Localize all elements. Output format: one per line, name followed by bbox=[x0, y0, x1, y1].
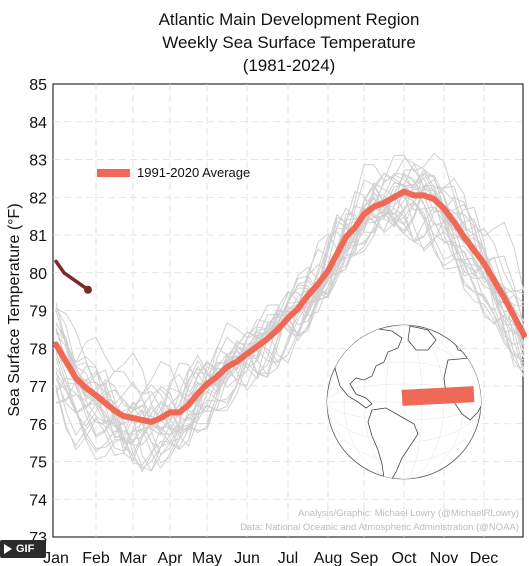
average-line bbox=[53, 188, 527, 425]
legend: 1991-2020 Average bbox=[97, 165, 250, 180]
y-tick-label: 74 bbox=[29, 492, 47, 509]
north-america-shape bbox=[331, 327, 403, 409]
x-tick-labels: Jan Feb Mar Apr May Jun Jul Aug Sep Oct Nov Dec bbox=[43, 550, 498, 566]
chart-title: Atlantic Main Development Region bbox=[159, 10, 420, 29]
x-tick-label: Jan bbox=[43, 550, 69, 566]
y-tick-label: 81 bbox=[29, 228, 47, 245]
historical-year-line bbox=[55, 206, 525, 466]
legend-label: 1991-2020 Average bbox=[137, 165, 250, 180]
current-year-endpoint bbox=[84, 285, 92, 294]
y-tick-label: 82 bbox=[29, 190, 47, 207]
y-tick-label: 78 bbox=[29, 341, 47, 358]
x-tick-label: Oct bbox=[392, 550, 417, 566]
data-series bbox=[53, 188, 527, 425]
x-tick-label: Jun bbox=[234, 550, 260, 566]
play-icon[interactable] bbox=[4, 544, 12, 554]
y-tick-label: 76 bbox=[29, 417, 47, 434]
historical-year-line bbox=[55, 172, 525, 438]
y-tick-label: 83 bbox=[29, 153, 47, 170]
gif-label: GIF bbox=[16, 543, 35, 555]
historical-year-line bbox=[55, 212, 525, 470]
y-tick-label: 77 bbox=[29, 379, 47, 396]
greenland-shape bbox=[407, 325, 437, 351]
credit-analysis: Analysis/Graphic: Michael Lowry (@Michae… bbox=[298, 508, 519, 519]
historical-year-line bbox=[55, 205, 525, 472]
mdr-region-box bbox=[401, 386, 475, 406]
historical-year-line bbox=[55, 172, 525, 433]
x-tick-label: Feb bbox=[82, 550, 110, 566]
x-tick-label: Dec bbox=[470, 550, 498, 566]
gif-badge[interactable]: GIF bbox=[0, 540, 46, 558]
current-year-line bbox=[54, 259, 90, 292]
globe-map bbox=[326, 324, 482, 480]
chart-period: (1981-2024) bbox=[243, 56, 336, 75]
chart-subtitle: Weekly Sea Surface Temperature bbox=[162, 33, 416, 52]
historical-year-line bbox=[55, 162, 525, 439]
credit-data: Data: National Oceanic and Atmospheric A… bbox=[240, 522, 519, 533]
y-axis-label: Sea Surface Temperature (°F) bbox=[6, 203, 23, 416]
south-america-shape bbox=[367, 407, 419, 479]
y-tick-label: 80 bbox=[29, 266, 47, 283]
x-tick-label: Sep bbox=[350, 550, 379, 566]
y-tick-label: 79 bbox=[29, 304, 47, 321]
x-tick-label: Nov bbox=[430, 550, 458, 566]
y-tick-label: 85 bbox=[29, 77, 47, 94]
x-tick-label: Mar bbox=[119, 550, 147, 566]
x-tick-label: May bbox=[192, 550, 222, 566]
x-tick-label: Jul bbox=[278, 550, 298, 566]
y-tick-label: 75 bbox=[29, 455, 47, 472]
y-tick-label: 84 bbox=[29, 115, 47, 132]
historical-year-line bbox=[55, 198, 525, 470]
historical-year-line bbox=[55, 188, 525, 462]
x-tick-label: Apr bbox=[158, 550, 184, 566]
x-tick-label: Aug bbox=[314, 550, 342, 566]
